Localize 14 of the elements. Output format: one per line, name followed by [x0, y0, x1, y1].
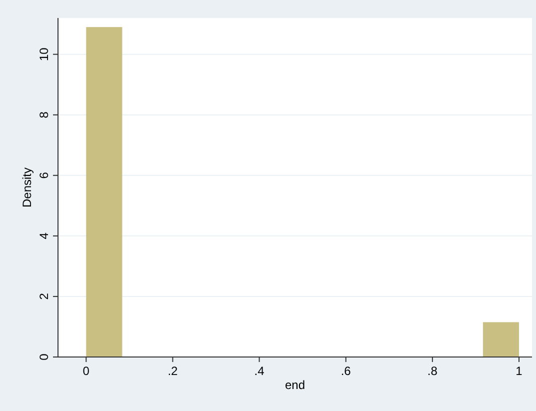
- x-tick-label: 0: [82, 364, 90, 378]
- y-tick-label: 8: [37, 111, 51, 118]
- y-axis-title: Density: [20, 167, 34, 208]
- y-tick-label: 6: [37, 172, 51, 179]
- x-tick-label: 1: [516, 364, 523, 378]
- x-tick-label: .2: [168, 364, 178, 378]
- y-tick-label: 4: [37, 232, 51, 240]
- x-tick-label: .4: [254, 364, 265, 378]
- y-tick-label: 10: [37, 47, 51, 61]
- y-tick-label: 0: [37, 353, 51, 360]
- x-tick-label: .6: [340, 364, 352, 378]
- y-tick-label: 2: [37, 292, 51, 300]
- x-axis-title: end: [284, 378, 306, 392]
- x-tick-label: .8: [427, 364, 438, 378]
